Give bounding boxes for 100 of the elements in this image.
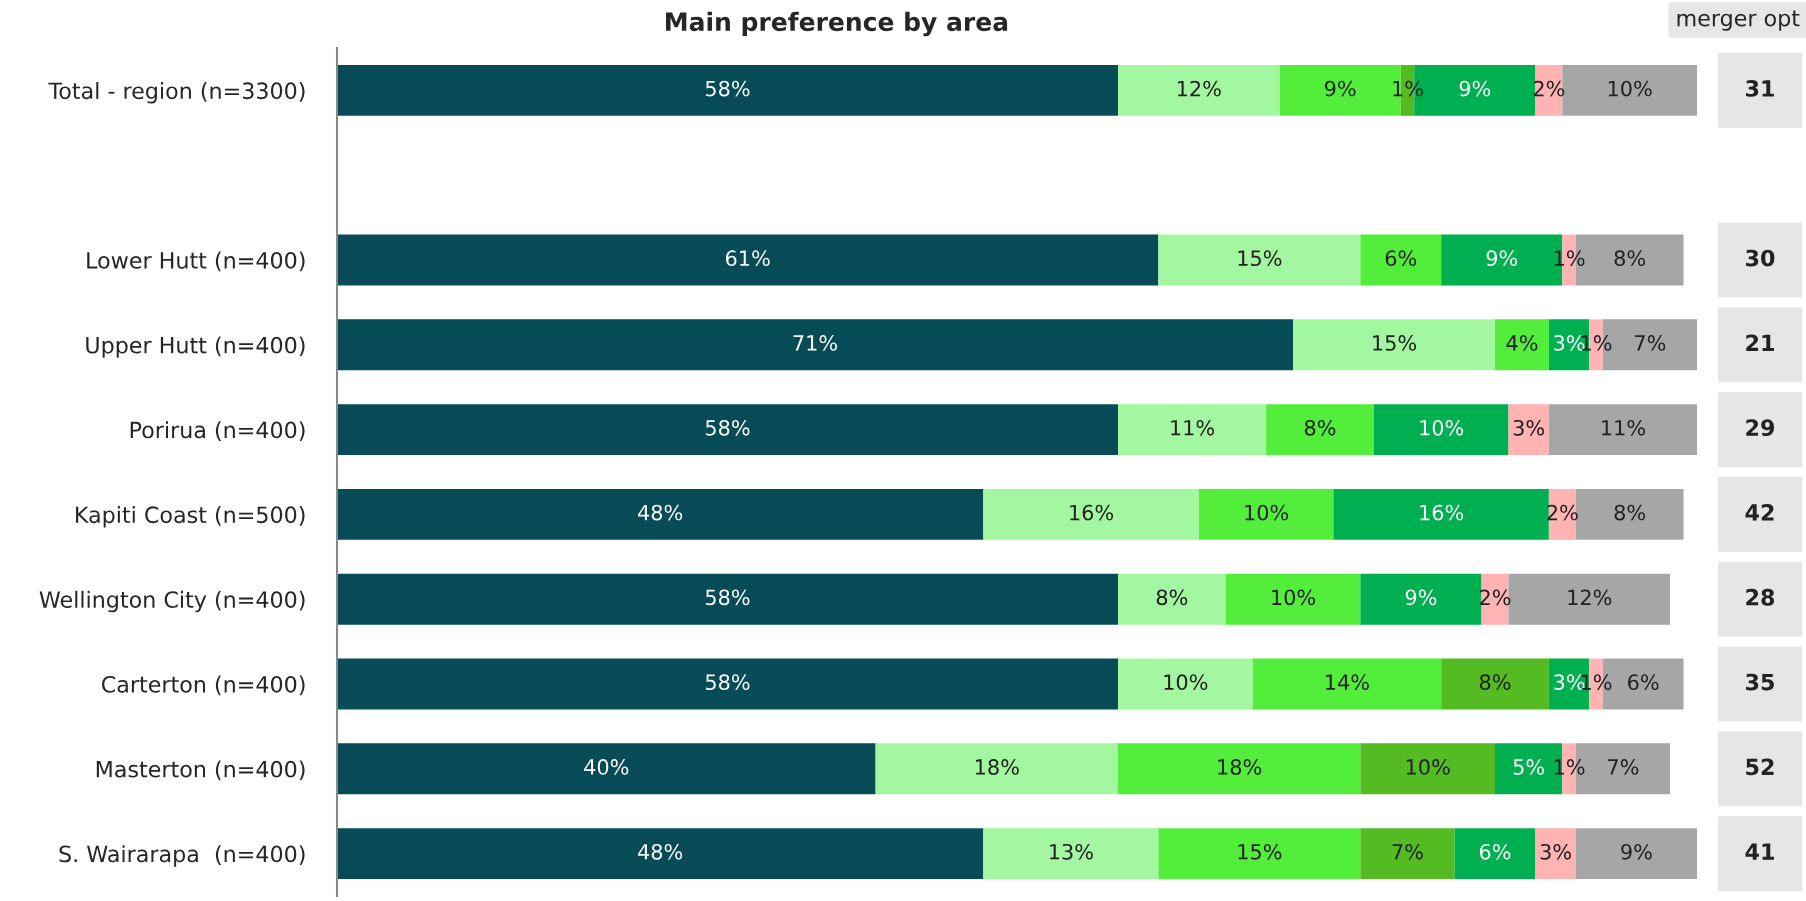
bar [1198,488,1334,540]
bar [1117,743,1361,795]
data-label: 13% [1050,843,1093,860]
bar [1266,404,1374,456]
data-label: 3% [1513,419,1545,436]
data-label: 16% [1070,504,1114,521]
bar [1548,404,1697,456]
text: 21 [1746,334,1774,351]
y-tick-label: Masterton (n=400) [96,760,305,781]
data-label: 6% [1479,843,1511,860]
data-label: 58% [705,589,750,606]
y-tick-label: Kapiti Coast (n=500) [76,505,305,528]
data-label: 11% [1171,419,1215,436]
bar [1158,828,1361,880]
data-label: 8% [1614,504,1646,521]
bar [1508,404,1549,456]
y-tick-label: Porirua (n=400) [130,421,305,441]
bar [1441,658,1549,710]
data-label: 5% [1513,759,1545,775]
data-label: 8% [1614,250,1646,267]
data-label: 12% [1568,589,1612,606]
data-label: 9% [1324,80,1356,97]
data-label: 1% [1393,80,1423,97]
data-label: 15% [1238,250,1282,267]
data-label: 71% [793,335,838,351]
bar [983,828,1159,880]
data-label: 1% [1554,250,1585,267]
data-label: 15% [1238,843,1282,860]
data-label: 10% [1164,674,1208,691]
data-label: 16% [1420,504,1464,521]
bar [1117,64,1280,116]
data-label: 6% [1385,250,1417,267]
data-label: 61% [726,250,770,267]
data-label: 9% [1459,80,1491,97]
bar [337,234,1159,286]
text: 52 [1746,758,1774,776]
data-label: 11% [1602,419,1645,436]
text: 42 [1745,504,1774,521]
data-label: 15% [1373,335,1417,351]
bar [1373,404,1509,456]
data-label: 10% [1245,504,1289,521]
data-label: 10% [1420,419,1464,436]
data-label: 18% [975,759,1019,775]
bar [337,404,1118,456]
data-label: 7% [1608,759,1639,775]
data-label: 58% [705,674,750,691]
data-label: 58% [705,419,750,436]
text: 35 [1746,673,1774,691]
data-label: 8% [1304,419,1336,436]
bar [875,743,1118,795]
bar [337,658,1118,710]
data-label: 18% [1218,759,1262,775]
bar [1360,743,1496,795]
y-tick-label: Total - region (n=3300) [48,81,305,104]
chart-title: Main preference by area [666,11,1008,37]
data-label: 10% [1272,589,1316,606]
data-label: 8% [1156,589,1188,606]
bar [1158,234,1361,286]
bar [1360,234,1442,286]
data-label: 48% [638,504,683,521]
data-label: 7% [1635,335,1666,351]
y-tick-label: Upper Hutt (n=400) [86,336,305,358]
bar [1360,828,1455,880]
text: 28 [1746,588,1775,606]
bar [1575,828,1697,880]
data-label: 58% [705,80,750,97]
y-tick-label: Carterton (n=400) [101,675,305,696]
data-label: 10% [1406,759,1450,775]
data-label: 7% [1392,843,1423,860]
bar [1117,404,1267,456]
text: 29 [1746,419,1775,437]
data-label: 12% [1177,80,1221,97]
data-label: 3% [1540,843,1571,860]
data-label: 8% [1479,674,1511,691]
data-label: 9% [1486,250,1518,267]
bar [1293,319,1496,371]
bar [1117,658,1253,710]
bar [983,488,1199,540]
bar [1535,828,1576,880]
bar [337,743,876,795]
bar [1333,488,1549,540]
data-label: 6% [1628,674,1659,691]
data-label: 14% [1326,674,1369,691]
data-label: 9% [1405,589,1437,606]
bar [1117,573,1226,625]
text: 31 [1746,80,1774,97]
data-label: 10% [1608,80,1652,97]
text: 41 [1745,843,1774,860]
text: 30 [1746,249,1775,267]
data-label: 9% [1621,843,1652,860]
y-tick-label: S. Wairarapa (n=400) [59,845,305,867]
bar [337,64,1118,116]
data-label: 48% [638,843,683,860]
bar [1252,658,1442,710]
data-label: 4% [1506,335,1538,351]
bar [1454,828,1536,880]
bar [337,319,1294,371]
bar [337,573,1118,625]
data-label: 40% [584,759,629,775]
bar [1495,319,1549,371]
